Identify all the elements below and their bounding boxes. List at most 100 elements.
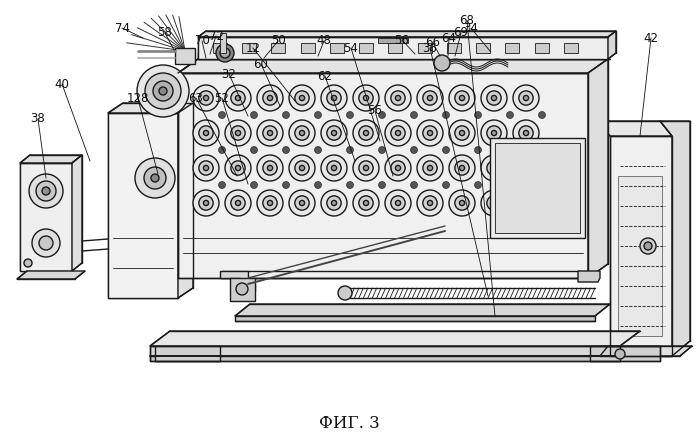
- Circle shape: [519, 196, 533, 210]
- Circle shape: [442, 182, 449, 189]
- Circle shape: [538, 182, 545, 189]
- Circle shape: [315, 112, 322, 119]
- Polygon shape: [150, 331, 640, 346]
- Circle shape: [487, 126, 501, 140]
- Bar: [505, 43, 519, 53]
- Circle shape: [524, 200, 528, 206]
- Circle shape: [289, 190, 315, 216]
- Circle shape: [459, 95, 465, 101]
- Circle shape: [199, 161, 213, 175]
- Circle shape: [263, 126, 277, 140]
- Circle shape: [263, 196, 277, 210]
- Circle shape: [417, 120, 443, 146]
- Circle shape: [203, 165, 208, 171]
- Circle shape: [137, 65, 189, 117]
- Polygon shape: [178, 59, 608, 73]
- Polygon shape: [220, 271, 255, 291]
- Circle shape: [327, 91, 341, 105]
- Circle shape: [459, 130, 465, 136]
- Circle shape: [216, 44, 234, 62]
- Circle shape: [327, 161, 341, 175]
- Text: 63: 63: [189, 91, 203, 104]
- Text: 62: 62: [317, 70, 333, 83]
- Circle shape: [299, 130, 305, 136]
- Circle shape: [219, 182, 226, 189]
- Text: 64: 64: [442, 32, 456, 45]
- Circle shape: [481, 120, 507, 146]
- Polygon shape: [198, 31, 616, 37]
- Circle shape: [449, 85, 475, 111]
- Circle shape: [396, 200, 401, 206]
- Circle shape: [385, 190, 411, 216]
- Circle shape: [491, 95, 496, 101]
- Bar: [178, 73, 588, 278]
- Circle shape: [363, 95, 368, 101]
- Circle shape: [378, 182, 386, 189]
- Text: 72: 72: [208, 29, 224, 42]
- Circle shape: [353, 120, 379, 146]
- Bar: [447, 43, 461, 53]
- Circle shape: [519, 126, 533, 140]
- Circle shape: [487, 161, 501, 175]
- Bar: [495, 143, 580, 233]
- Circle shape: [417, 155, 443, 181]
- Circle shape: [396, 95, 401, 101]
- Circle shape: [315, 146, 322, 153]
- Circle shape: [338, 286, 352, 300]
- Circle shape: [219, 112, 226, 119]
- Circle shape: [220, 48, 230, 58]
- Circle shape: [449, 120, 475, 146]
- Circle shape: [225, 120, 251, 146]
- Circle shape: [282, 146, 289, 153]
- Circle shape: [199, 196, 213, 210]
- Bar: [175, 48, 195, 64]
- Polygon shape: [235, 304, 610, 316]
- Polygon shape: [150, 356, 620, 361]
- Circle shape: [321, 190, 347, 216]
- Text: 32: 32: [222, 67, 236, 80]
- Circle shape: [455, 196, 469, 210]
- Circle shape: [455, 91, 469, 105]
- Text: 68: 68: [459, 15, 475, 28]
- Polygon shape: [578, 271, 600, 282]
- Circle shape: [225, 190, 251, 216]
- Circle shape: [353, 190, 379, 216]
- Polygon shape: [198, 37, 608, 59]
- Polygon shape: [608, 31, 616, 59]
- Circle shape: [391, 126, 405, 140]
- Circle shape: [459, 200, 465, 206]
- Circle shape: [321, 85, 347, 111]
- Circle shape: [455, 161, 469, 175]
- Circle shape: [299, 165, 305, 171]
- Circle shape: [423, 91, 437, 105]
- Text: 40: 40: [55, 78, 69, 91]
- Text: 58: 58: [158, 26, 173, 40]
- Circle shape: [524, 165, 528, 171]
- Circle shape: [289, 85, 315, 111]
- Circle shape: [331, 200, 337, 206]
- Bar: [330, 43, 344, 53]
- Circle shape: [193, 190, 219, 216]
- Text: 12: 12: [245, 41, 261, 54]
- Circle shape: [378, 146, 386, 153]
- Polygon shape: [108, 113, 178, 298]
- Polygon shape: [660, 121, 690, 356]
- Circle shape: [475, 146, 482, 153]
- Circle shape: [442, 112, 449, 119]
- Circle shape: [423, 196, 437, 210]
- Circle shape: [295, 91, 309, 105]
- Circle shape: [225, 155, 251, 181]
- Circle shape: [39, 236, 53, 250]
- Circle shape: [524, 95, 528, 101]
- Circle shape: [363, 130, 368, 136]
- Circle shape: [263, 91, 277, 105]
- Polygon shape: [17, 271, 85, 279]
- Circle shape: [449, 190, 475, 216]
- Circle shape: [321, 120, 347, 146]
- Text: 42: 42: [644, 32, 658, 45]
- Bar: [198, 37, 608, 59]
- Circle shape: [250, 112, 257, 119]
- Circle shape: [250, 146, 257, 153]
- Text: 52: 52: [215, 91, 229, 104]
- Circle shape: [36, 181, 56, 201]
